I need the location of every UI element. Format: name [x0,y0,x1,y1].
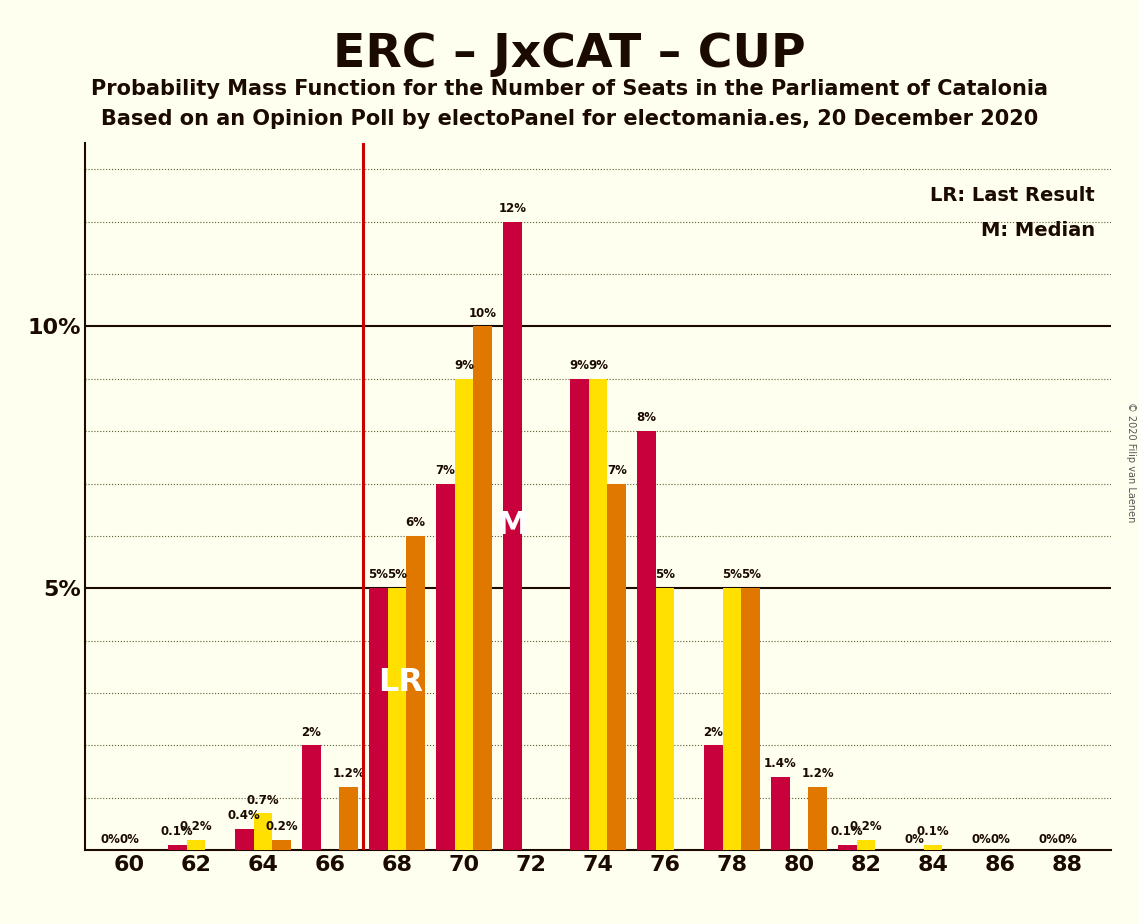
Text: 1.4%: 1.4% [764,757,796,770]
Bar [809,787,827,850]
Text: 0.1%: 0.1% [917,825,949,838]
Bar [436,483,454,850]
Text: LR: Last Result: LR: Last Result [931,186,1096,204]
Text: 6%: 6% [405,517,426,529]
Text: 0%: 0% [904,833,924,845]
Text: 5%: 5% [655,568,675,581]
Text: 2%: 2% [703,725,723,738]
Text: LR: LR [378,667,424,698]
Bar [474,326,492,850]
Bar [704,746,722,850]
Bar [302,746,320,850]
Text: 0.2%: 0.2% [850,820,883,833]
Text: 0%: 0% [120,833,139,845]
Text: 7%: 7% [607,464,626,477]
Bar [570,379,589,850]
Bar [339,787,358,850]
Bar [857,840,876,850]
Text: 10%: 10% [469,307,497,320]
Text: 1.2%: 1.2% [333,768,364,781]
Bar [235,829,254,850]
Bar [387,589,407,850]
Text: 0.2%: 0.2% [180,820,212,833]
Text: © 2020 Filip van Laenen: © 2020 Filip van Laenen [1126,402,1136,522]
Text: 0%: 0% [972,833,991,845]
Bar [924,845,942,850]
Bar [771,777,789,850]
Bar [607,483,626,850]
Bar [741,589,760,850]
Bar [407,536,425,850]
Text: 0%: 0% [1057,833,1076,845]
Text: 5%: 5% [740,568,761,581]
Bar [254,813,272,850]
Text: Probability Mass Function for the Number of Seats in the Parliament of Catalonia: Probability Mass Function for the Number… [91,79,1048,99]
Text: 0.1%: 0.1% [161,825,194,838]
Text: 0.2%: 0.2% [265,820,298,833]
Bar [722,589,741,850]
Bar [167,845,187,850]
Bar [838,845,857,850]
Text: 5%: 5% [387,568,407,581]
Text: ERC – JxCAT – CUP: ERC – JxCAT – CUP [333,32,806,78]
Bar [637,432,656,850]
Text: M: M [497,510,528,541]
Bar [656,589,674,850]
Text: 0%: 0% [1039,833,1058,845]
Text: 5%: 5% [368,568,388,581]
Text: 1.2%: 1.2% [802,768,834,781]
Bar [502,222,522,850]
Text: 5%: 5% [722,568,741,581]
Text: M: Median: M: Median [981,221,1096,240]
Text: 0%: 0% [990,833,1010,845]
Text: 2%: 2% [302,725,321,738]
Text: 9%: 9% [570,359,589,372]
Bar [454,379,474,850]
Text: 0.1%: 0.1% [831,825,863,838]
Bar [369,589,387,850]
Bar [272,840,292,850]
Text: 9%: 9% [588,359,608,372]
Text: 0.7%: 0.7% [247,794,279,807]
Text: 7%: 7% [435,464,456,477]
Bar [589,379,607,850]
Bar [187,840,205,850]
Text: 8%: 8% [637,411,656,424]
Text: 9%: 9% [454,359,474,372]
Text: 0.4%: 0.4% [228,809,261,822]
Text: 12%: 12% [498,202,526,215]
Text: 0%: 0% [100,833,120,845]
Text: Based on an Opinion Poll by electoPanel for electomania.es, 20 December 2020: Based on an Opinion Poll by electoPanel … [101,109,1038,129]
